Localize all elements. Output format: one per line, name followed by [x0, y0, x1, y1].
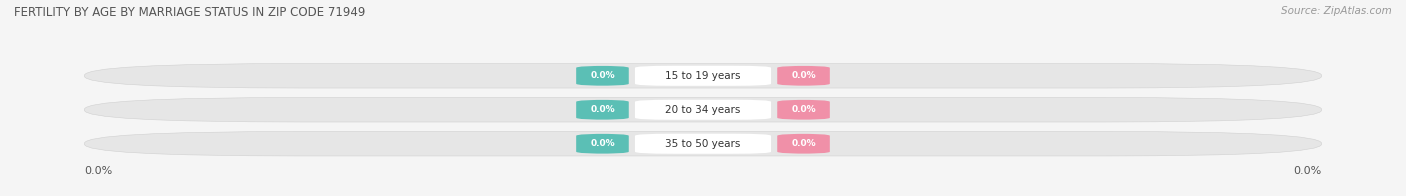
Text: 0.0%: 0.0% [591, 105, 614, 114]
Text: 0.0%: 0.0% [792, 105, 815, 114]
FancyBboxPatch shape [778, 66, 830, 86]
Text: Source: ZipAtlas.com: Source: ZipAtlas.com [1281, 6, 1392, 16]
Text: 0.0%: 0.0% [591, 71, 614, 80]
FancyBboxPatch shape [636, 134, 770, 154]
Text: 35 to 50 years: 35 to 50 years [665, 139, 741, 149]
FancyBboxPatch shape [576, 100, 628, 120]
Text: 0.0%: 0.0% [591, 139, 614, 148]
FancyBboxPatch shape [778, 134, 830, 154]
Text: 0.0%: 0.0% [84, 166, 112, 176]
FancyBboxPatch shape [84, 98, 1322, 122]
FancyBboxPatch shape [778, 100, 830, 120]
Text: 20 to 34 years: 20 to 34 years [665, 105, 741, 115]
Text: FERTILITY BY AGE BY MARRIAGE STATUS IN ZIP CODE 71949: FERTILITY BY AGE BY MARRIAGE STATUS IN Z… [14, 6, 366, 19]
Text: 0.0%: 0.0% [792, 71, 815, 80]
Text: 15 to 19 years: 15 to 19 years [665, 71, 741, 81]
FancyBboxPatch shape [84, 64, 1322, 88]
FancyBboxPatch shape [576, 134, 628, 154]
FancyBboxPatch shape [84, 132, 1322, 156]
Text: 0.0%: 0.0% [792, 139, 815, 148]
FancyBboxPatch shape [636, 66, 770, 86]
FancyBboxPatch shape [636, 100, 770, 120]
FancyBboxPatch shape [576, 66, 628, 86]
Text: 0.0%: 0.0% [1294, 166, 1322, 176]
